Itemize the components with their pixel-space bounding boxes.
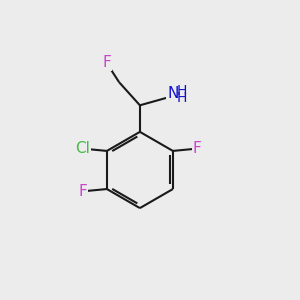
Text: H: H (177, 92, 187, 105)
Text: F: F (102, 55, 111, 70)
Text: N: N (168, 86, 179, 101)
Text: H: H (177, 84, 187, 98)
Text: F: F (78, 184, 87, 199)
Text: Cl: Cl (75, 141, 90, 156)
Text: F: F (193, 141, 202, 156)
